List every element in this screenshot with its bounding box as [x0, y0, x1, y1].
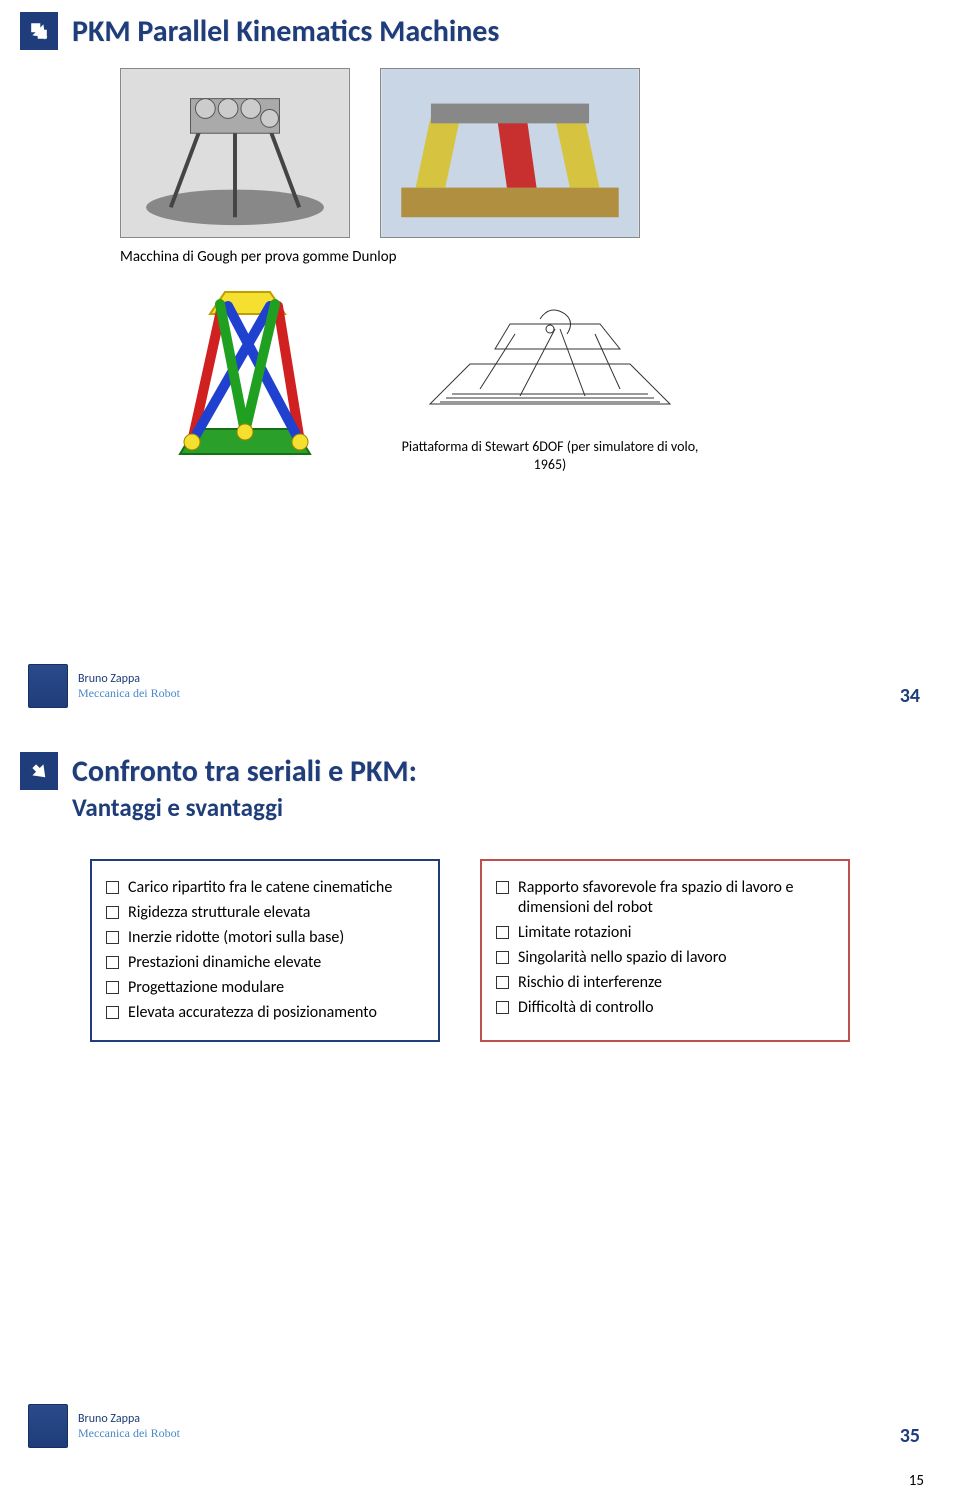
list-item: Limitate rotazioni: [496, 923, 834, 943]
list-item: Rigidezza strutturale elevata: [106, 903, 424, 923]
list-item: Rapporto sfavorevole fra spazio di lavor…: [496, 878, 834, 918]
gough-machine-photo: [120, 68, 350, 238]
footer-course: Meccanica dei Robot: [78, 1426, 180, 1440]
document-page-number: 15: [909, 1472, 924, 1490]
advantage-text: Elevata accuratezza di posizionamento: [128, 1003, 424, 1023]
list-item: Progettazione modulare: [106, 978, 424, 998]
disadvantage-text: Rischio di interferenze: [518, 973, 834, 993]
slide-header: PKM Parallel Kinematics Machines: [0, 0, 960, 54]
footer-left: Bruno Zappa Meccanica dei Robot: [28, 664, 180, 708]
advantage-text: Carico ripartito fra le catene cinematic…: [128, 878, 424, 898]
checkbox-icon: [106, 1006, 119, 1019]
list-item: Elevata accuratezza di posizionamento: [106, 1003, 424, 1023]
stewart-platform-diagram: [400, 274, 700, 434]
slide-34: PKM Parallel Kinematics Machines: [0, 0, 960, 720]
hexapod-photo: [380, 68, 640, 238]
slide-title: PKM Parallel Kinematics Machines: [72, 13, 499, 50]
footer-text-block: Bruno Zappa Meccanica dei Robot: [78, 672, 180, 701]
footer-course: Meccanica dei Robot: [78, 686, 180, 700]
list-item: Rischio di interferenze: [496, 973, 834, 993]
checkbox-icon: [496, 976, 509, 989]
advantage-text: Prestazioni dinamiche elevate: [128, 953, 424, 973]
checkbox-icon: [106, 906, 119, 919]
checkbox-icon: [106, 956, 119, 969]
slide-page-number: 34: [900, 684, 920, 708]
disadvantage-text: Singolarità nello spazio di lavoro: [518, 948, 834, 968]
checkbox-icon: [496, 881, 509, 894]
stewart-diagram-wrap: Piattaforma di Stewart 6DOF (per simulat…: [400, 274, 700, 473]
photo-row: [120, 68, 960, 238]
advantage-text: Rigidezza strutturale elevata: [128, 903, 424, 923]
list-item: Difficoltà di controllo: [496, 998, 834, 1018]
footer-text-block: Bruno Zappa Meccanica dei Robot: [78, 1412, 180, 1441]
list-item: Singolarità nello spazio di lavoro: [496, 948, 834, 968]
university-crest-icon: [28, 1404, 68, 1448]
comparison-row: Carico ripartito fra le catene cinematic…: [90, 859, 960, 1042]
disadvantage-text: Difficoltà di controllo: [518, 998, 834, 1018]
arrow-down-right-icon: [20, 752, 58, 790]
slide-35: Confronto tra seriali e PKM: Vantaggi e …: [0, 740, 960, 1460]
disadvantage-text: Limitate rotazioni: [518, 923, 834, 943]
checkbox-icon: [106, 931, 119, 944]
list-item: Prestazioni dinamiche elevate: [106, 953, 424, 973]
footer-author: Bruno Zappa: [78, 672, 180, 686]
slide-header: Confronto tra seriali e PKM:: [0, 740, 960, 794]
slide-title: Confronto tra seriali e PKM:: [72, 753, 417, 790]
slide-footer: Bruno Zappa Meccanica dei Robot 34: [28, 664, 920, 708]
advantages-box: Carico ripartito fra le catene cinematic…: [90, 859, 440, 1042]
gough-caption: Macchina di Gough per prova gomme Dunlop: [120, 248, 960, 266]
slide-subtitle: Vantaggi e svantaggi: [72, 792, 960, 823]
checkbox-icon: [496, 1001, 509, 1014]
checkbox-icon: [106, 981, 119, 994]
advantage-text: Inerzie ridotte (motori sulla base): [128, 928, 424, 948]
disadvantage-text: Rapporto sfavorevole fra spazio di lavor…: [518, 878, 834, 918]
checkbox-icon: [496, 926, 509, 939]
stewart-caption-line2: 1965): [534, 456, 567, 473]
list-item: Inerzie ridotte (motori sulla base): [106, 928, 424, 948]
slide-page-number: 35: [900, 1424, 920, 1448]
checkbox-icon: [106, 881, 119, 894]
list-item: Carico ripartito fra le catene cinematic…: [106, 878, 424, 898]
slide-footer: Bruno Zappa Meccanica dei Robot 35: [28, 1404, 920, 1448]
hexapod-3d-model: [150, 274, 340, 474]
stewart-caption-line1: Piattaforma di Stewart 6DOF (per simulat…: [402, 438, 699, 455]
checkbox-icon: [496, 951, 509, 964]
footer-author: Bruno Zappa: [78, 1412, 180, 1426]
diagram-row: Piattaforma di Stewart 6DOF (per simulat…: [150, 274, 960, 474]
footer-left: Bruno Zappa Meccanica dei Robot: [28, 1404, 180, 1448]
advantage-text: Progettazione modulare: [128, 978, 424, 998]
stewart-caption: Piattaforma di Stewart 6DOF (per simulat…: [402, 438, 699, 473]
disadvantages-box: Rapporto sfavorevole fra spazio di lavor…: [480, 859, 850, 1042]
university-crest-icon: [28, 664, 68, 708]
